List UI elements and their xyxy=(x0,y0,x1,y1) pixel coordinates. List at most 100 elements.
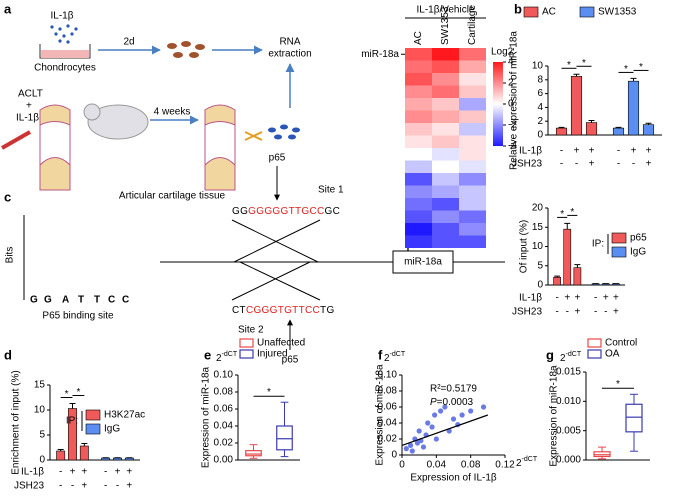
tissue: Articular cartilage tissue xyxy=(119,191,226,202)
legend-swatch xyxy=(611,232,627,244)
bar xyxy=(627,80,640,136)
sig-star: * xyxy=(65,389,69,400)
error-bar xyxy=(69,403,76,409)
heat-cell xyxy=(432,135,459,148)
legend-label: Injured xyxy=(257,349,288,360)
treatment-sign: - xyxy=(59,481,62,492)
unit-base: 2 xyxy=(216,353,222,364)
heat-cell xyxy=(405,185,432,198)
point xyxy=(450,416,457,422)
y-axis-label: Of input (%) xyxy=(519,220,530,273)
colorbar-label: 0 xyxy=(508,99,514,110)
sig-star: * xyxy=(560,209,564,220)
error-bar xyxy=(588,120,595,123)
seq1-a: GG xyxy=(232,206,248,217)
seq1-b: GGGGGTTGCC xyxy=(248,206,324,217)
unit: 2-dCT xyxy=(216,351,238,364)
colorbar-label: -2 xyxy=(508,120,517,131)
logo-letter: T xyxy=(78,295,84,306)
site2-lines xyxy=(231,261,321,301)
treatment-sign: - xyxy=(560,159,563,170)
colorbar-label: 2 xyxy=(508,78,514,89)
treatment-sign: + xyxy=(70,467,76,478)
heat-cell xyxy=(459,235,486,248)
knee-side xyxy=(39,125,71,165)
sig-star: * xyxy=(76,387,80,398)
treatment-sign: - xyxy=(104,467,107,478)
bar xyxy=(553,276,561,286)
logo-letter: A xyxy=(62,295,69,306)
point xyxy=(416,428,422,434)
colorbar xyxy=(493,62,503,146)
legend-swatch xyxy=(523,6,539,18)
heat-cell xyxy=(405,223,432,236)
seq2: CTCGGGTGTTCCTG xyxy=(232,305,335,316)
heat-cell xyxy=(405,235,432,248)
treatment-sign: - xyxy=(116,481,119,492)
logo-axis: Bits xyxy=(5,247,16,264)
point xyxy=(403,446,409,452)
heat-cell xyxy=(432,173,459,186)
heat-cell xyxy=(432,235,459,248)
heat-cell xyxy=(459,85,486,98)
logo-letter: G xyxy=(44,295,52,306)
seq1: GGGGGGGTTGCCGC xyxy=(232,206,340,217)
stat-p-symbol: P xyxy=(430,397,437,408)
heat-cell xyxy=(459,198,486,211)
y-axis-label: Expression of miR-18a xyxy=(375,364,386,466)
heat-cell xyxy=(405,110,432,123)
diagram-a: IL-1β Chondrocytes 2d RNA extraction ACL… xyxy=(1,11,312,202)
heat-cell xyxy=(432,98,459,111)
point xyxy=(459,412,465,418)
y-tick-label: 0.010 xyxy=(556,396,581,407)
legend-label: SW1353 xyxy=(598,7,637,18)
point xyxy=(429,424,435,430)
y-axis-label: Relative expression of miR-18a xyxy=(509,31,520,170)
time-cells: 2d xyxy=(123,37,134,48)
heat-cell xyxy=(432,198,459,211)
panel-label: b xyxy=(514,1,522,16)
panel-label: g xyxy=(546,347,554,362)
treatment-label: JSH23 xyxy=(512,159,542,170)
knee xyxy=(39,104,71,126)
error-bar xyxy=(615,126,622,129)
colorbar-title: Log2 xyxy=(491,47,514,58)
y-axis-label: Expression of miR-18a xyxy=(549,365,560,467)
treatment-sign: - xyxy=(617,146,620,157)
knee xyxy=(204,104,236,126)
x-tick-label: 0 xyxy=(399,460,405,471)
unit-base: 2 xyxy=(384,353,390,364)
sig-star: * xyxy=(570,207,574,218)
heat-cell xyxy=(432,48,459,61)
knee xyxy=(204,157,236,191)
stat-r2: R²=0.5179 xyxy=(430,384,477,395)
heat-cell xyxy=(405,173,432,186)
treatment-sign: + xyxy=(631,146,637,157)
y-tick-label: 10 xyxy=(532,61,544,72)
y-tick-label: 10 xyxy=(532,241,544,252)
y-tick-label: 0.005 xyxy=(556,425,581,436)
legend-title: IP: xyxy=(66,416,78,427)
heat-cell xyxy=(432,123,459,136)
error-bar xyxy=(558,126,565,129)
syringe xyxy=(1,130,31,150)
seq1-c: GC xyxy=(325,206,341,217)
heatmap-title: IL-1β/Vehicle xyxy=(416,5,474,16)
y-tick-label: 0.015 xyxy=(556,367,581,378)
cells-icon xyxy=(167,41,205,58)
heat-cell xyxy=(432,148,459,161)
y-axis-label: Enrichment of input (%) xyxy=(11,370,22,475)
panel-label: d xyxy=(4,347,12,362)
heat-cell xyxy=(405,210,432,223)
y-tick-label: 0.06 xyxy=(214,404,234,415)
bar xyxy=(585,122,598,136)
heat-cell xyxy=(459,135,486,148)
unit-exp: -dCT xyxy=(222,351,238,358)
heat-cell xyxy=(432,223,459,236)
legend-label: Unaffected xyxy=(257,338,305,349)
y-tick-label: 5 xyxy=(537,260,543,271)
legend-swatch xyxy=(579,6,595,18)
seq2-a: CT xyxy=(232,305,246,316)
heat-cell xyxy=(459,148,486,161)
